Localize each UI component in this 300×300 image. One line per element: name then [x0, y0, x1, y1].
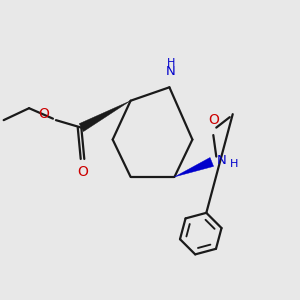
Text: H: H — [230, 159, 238, 169]
Text: O: O — [77, 165, 88, 179]
Text: O: O — [39, 106, 50, 121]
Polygon shape — [79, 101, 130, 131]
Polygon shape — [175, 158, 214, 177]
Text: O: O — [208, 113, 219, 127]
Text: N: N — [217, 154, 226, 167]
Text: H: H — [167, 58, 175, 68]
Text: N: N — [166, 65, 176, 78]
